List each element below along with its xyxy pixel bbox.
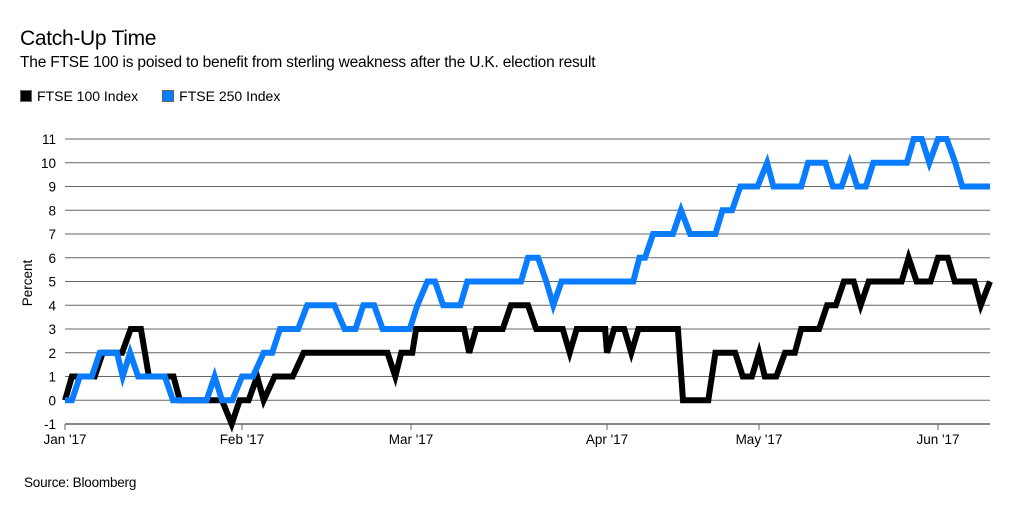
legend-label-ftse-100: FTSE 100 Index bbox=[37, 88, 139, 104]
x-tick-label: Apr '17 bbox=[586, 432, 628, 447]
chart-subtitle: The FTSE 100 is poised to benefit from s… bbox=[20, 54, 596, 71]
y-tick-label: 4 bbox=[48, 298, 56, 313]
y-tick-label: 1 bbox=[48, 370, 56, 385]
x-tick-label: Jan '17 bbox=[43, 432, 86, 447]
y-tick-label: 5 bbox=[48, 275, 56, 290]
y-tick-label: 11 bbox=[42, 132, 56, 147]
legend-item-ftse-100: FTSE 100 Index bbox=[20, 88, 138, 104]
x-axis: Jan '17 Feb '17 Mar '17 Apr '17 May '17 Jun '… bbox=[43, 424, 960, 447]
legend-item-ftse-250: FTSE 250 Index bbox=[162, 88, 280, 104]
source-note: Source: Bloomberg bbox=[24, 475, 137, 490]
y-tick-label: 0 bbox=[48, 393, 56, 408]
x-tick-label: May '17 bbox=[736, 432, 783, 447]
series-lines bbox=[62, 136, 993, 433]
y-tick-label: 10 bbox=[41, 156, 56, 171]
x-tick-label: Mar '17 bbox=[389, 432, 434, 447]
legend-swatch-ftse-250 bbox=[162, 90, 175, 102]
chart-title: Catch-Up Time bbox=[20, 27, 157, 50]
legend-label-ftse-250: FTSE 250 Index bbox=[179, 88, 281, 104]
x-tick-label: Feb '17 bbox=[220, 432, 265, 447]
series-line-ftse-250 bbox=[65, 136, 990, 404]
legend: FTSE 100 Index FTSE 250 Index bbox=[20, 88, 304, 104]
y-tick-label: 9 bbox=[48, 180, 56, 195]
y-tick-label: 6 bbox=[48, 251, 56, 266]
series-line-ftse-100 bbox=[62, 247, 993, 433]
x-tick-label: Jun '17 bbox=[916, 432, 959, 447]
y-axis-label: Percent bbox=[20, 259, 35, 306]
y-tick-labels: -1 0 1 2 3 4 5 6 7 8 9 10 11 bbox=[41, 132, 57, 432]
y-tick-label: 3 bbox=[48, 322, 56, 337]
y-tick-label: 7 bbox=[48, 227, 56, 242]
y-tick-label: -1 bbox=[44, 417, 56, 432]
legend-swatch-ftse-100 bbox=[20, 90, 32, 102]
y-tick-label: 2 bbox=[48, 346, 56, 361]
y-tick-label: 8 bbox=[48, 203, 56, 218]
